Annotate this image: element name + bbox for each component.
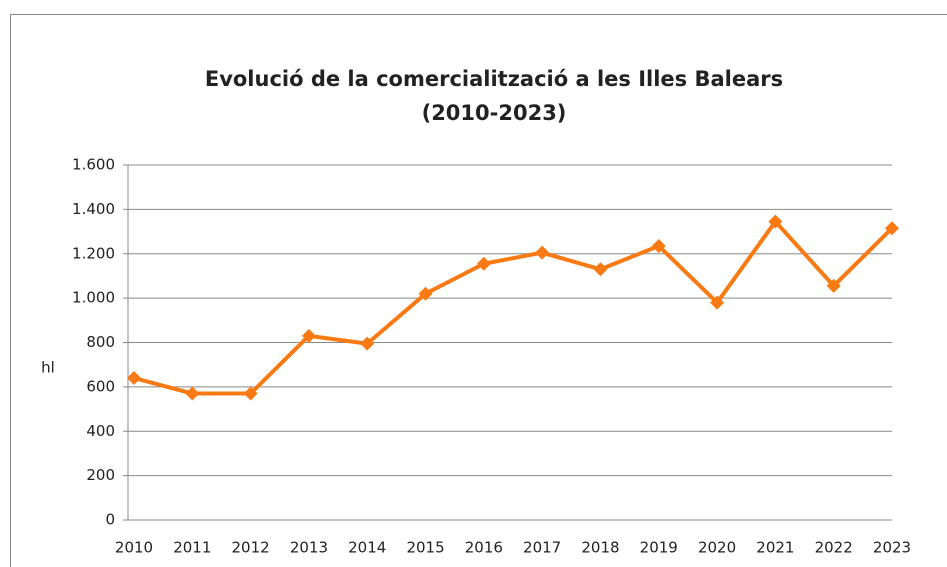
- data-point: [826, 278, 841, 293]
- data-point: [243, 386, 258, 401]
- x-tick-label: 2010: [115, 539, 153, 557]
- x-tick-label: 2011: [173, 539, 211, 557]
- data-point: [127, 371, 141, 385]
- y-axis-label: hl: [41, 359, 55, 377]
- y-tick-label: 1.200: [72, 244, 115, 262]
- y-tick-label: 1.600: [72, 156, 115, 174]
- x-tick-label: 2019: [640, 539, 678, 557]
- x-tick-label: 2020: [698, 539, 736, 557]
- x-tick-label: 2016: [465, 539, 503, 557]
- x-tick-label: 2015: [406, 539, 444, 557]
- y-tick-label: 800: [86, 333, 115, 351]
- x-tick-label: 2013: [290, 539, 328, 557]
- x-tick-label: 2017: [523, 539, 561, 557]
- y-tick-label: 1.400: [72, 200, 115, 218]
- data-point: [593, 262, 608, 277]
- data-point: [651, 238, 666, 253]
- series-line: [133, 219, 894, 396]
- y-tick-label: 200: [86, 466, 115, 484]
- data-point: [185, 386, 200, 401]
- data-point: [418, 286, 433, 301]
- chart-frame: [10, 14, 947, 567]
- chart-subtitle: (2010-2023): [422, 101, 567, 125]
- data-point: [360, 336, 375, 351]
- y-tick-label: 400: [86, 422, 115, 440]
- data-point: [535, 245, 550, 260]
- chart-title: Evolució de la comercialització a les Il…: [205, 67, 783, 91]
- x-tick-label: 2021: [756, 539, 794, 557]
- y-tick-label: 600: [86, 377, 115, 395]
- data-point: [885, 221, 899, 236]
- y-tick-label: 0: [105, 511, 115, 529]
- data-point: [476, 256, 491, 271]
- x-tick-label: 2014: [348, 539, 386, 557]
- y-tick-label: 1.000: [72, 289, 115, 307]
- data-point: [768, 214, 783, 229]
- data-point: [301, 328, 316, 343]
- x-tick-label: 2023: [873, 539, 911, 557]
- x-tick-label: 2012: [232, 539, 270, 557]
- data-point: [710, 295, 725, 310]
- x-tick-label: 2022: [815, 539, 853, 557]
- x-tick-label: 2018: [581, 539, 619, 557]
